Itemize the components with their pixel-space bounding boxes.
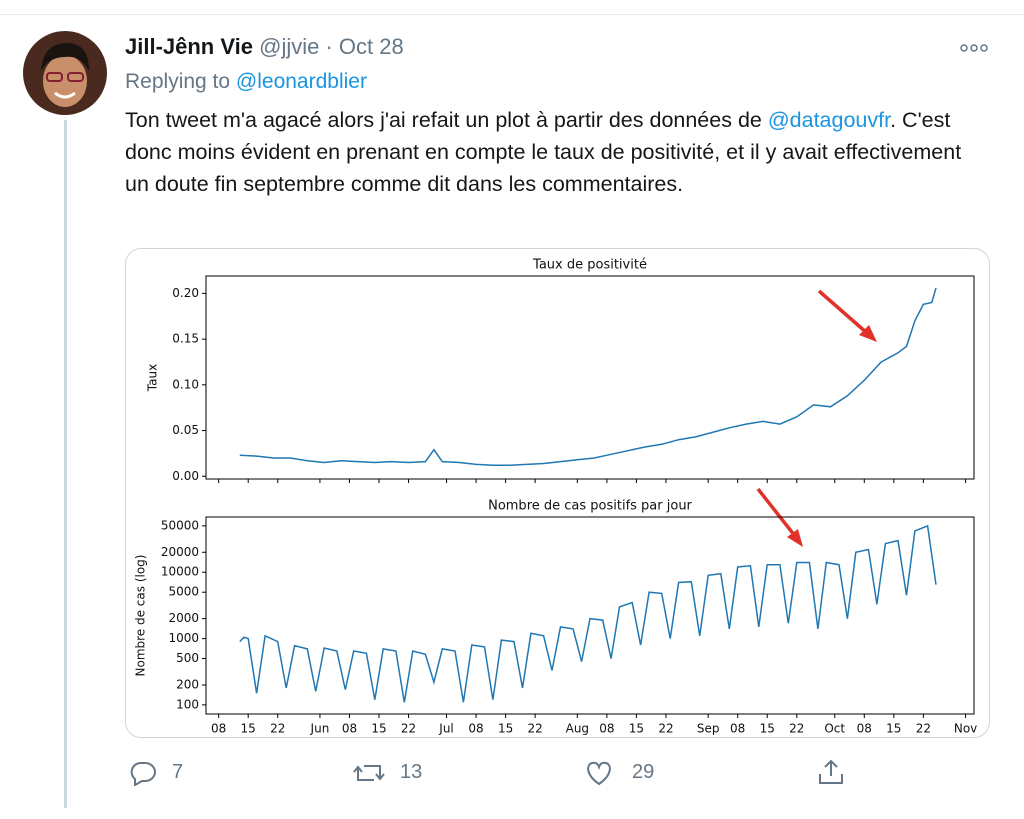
arrow bbox=[756, 487, 797, 538]
x-tick-label: 22 bbox=[270, 722, 285, 736]
more-menu[interactable] bbox=[958, 42, 990, 54]
x-tick-label: 22 bbox=[528, 722, 543, 736]
share-icon[interactable] bbox=[816, 758, 846, 786]
y-tick-label: 20000 bbox=[161, 545, 199, 559]
y-tick-label: 0.05 bbox=[172, 423, 199, 437]
y-tick-label: 50000 bbox=[161, 518, 199, 532]
chart-title: Taux de positivité bbox=[532, 258, 647, 273]
plot-frame bbox=[205, 275, 975, 480]
text: Ton tweet m'a agacé alors j'ai refait un… bbox=[125, 108, 768, 132]
avatar[interactable] bbox=[23, 31, 107, 115]
x-tick-label: 15 bbox=[498, 722, 513, 736]
x-tick-label: Jul bbox=[438, 722, 453, 736]
y-tick-label: 0.20 bbox=[172, 286, 199, 300]
media-card[interactable]: Taux de positivité Taux 0.00 0.05 0.10 0.15 0.… bbox=[125, 248, 990, 738]
date[interactable]: Oct 28 bbox=[338, 34, 404, 59]
y-tick-label: 0.00 bbox=[172, 469, 199, 483]
reply-icon[interactable] bbox=[128, 760, 158, 786]
x-tick-label: 15 bbox=[241, 722, 256, 736]
y-tick-label: 0.10 bbox=[172, 377, 199, 391]
divider bbox=[0, 14, 1024, 15]
arrow bbox=[817, 289, 869, 335]
y-tick-label: 5000 bbox=[168, 585, 199, 599]
y-axis-label: Nombre de cas (log) bbox=[134, 555, 148, 677]
y-tick-label: 1000 bbox=[168, 631, 199, 645]
y-tick-label: 500 bbox=[176, 651, 199, 665]
chart-title: Nombre de cas positifs par jour bbox=[488, 499, 692, 514]
x-tick-label: 22 bbox=[916, 722, 931, 736]
x-tick-label: Nov bbox=[954, 722, 977, 736]
x-tick-label: 15 bbox=[371, 722, 386, 736]
reply-line: Replying to @leonardblier bbox=[125, 70, 367, 94]
x-tick-label: 15 bbox=[629, 722, 644, 736]
x-tick-label: Jun bbox=[310, 722, 330, 736]
thread-line bbox=[64, 120, 67, 808]
arrow-head bbox=[787, 529, 803, 547]
chart: Taux de positivité Taux 0.00 0.05 0.10 0.15 0.… bbox=[134, 258, 978, 736]
x-tick-label: Aug bbox=[566, 722, 589, 736]
x-tick-label: 08 bbox=[468, 722, 483, 736]
handle[interactable]: @jjvie bbox=[259, 34, 320, 59]
reply-to[interactable]: @leonardblier bbox=[235, 70, 367, 93]
reply-prefix: Replying to bbox=[125, 70, 231, 93]
like-icon[interactable] bbox=[584, 760, 614, 786]
plot-frame bbox=[205, 516, 975, 715]
x-tick-label: 08 bbox=[857, 722, 872, 736]
x-tick-label: 22 bbox=[658, 722, 673, 736]
x-tick-label: 08 bbox=[211, 722, 226, 736]
like-count: 29 bbox=[632, 761, 655, 783]
data-line bbox=[239, 287, 937, 467]
x-tick-label: Sep bbox=[697, 722, 720, 736]
reply-count: 7 bbox=[172, 761, 184, 783]
author-name[interactable]: Jill-Jênn Vie bbox=[125, 34, 253, 59]
x-tick-label: 08 bbox=[342, 722, 357, 736]
y-axis-label: Taux bbox=[146, 364, 160, 392]
text: . C'est donc moins évident en prenant en… bbox=[125, 108, 962, 196]
y-tick-label: 100 bbox=[176, 697, 199, 711]
mention[interactable]: @datagouvfr bbox=[767, 108, 891, 132]
data-line bbox=[239, 524, 937, 703]
arrow-head bbox=[859, 325, 877, 342]
retweet-icon[interactable] bbox=[352, 760, 386, 786]
tweet-text: Ton tweet m'a agacé alors j'ai refait un… bbox=[125, 104, 990, 200]
author-line: Jill-Jênn Vie @jjvie · Oct 28 bbox=[125, 34, 404, 60]
x-tick-label: 15 bbox=[886, 722, 901, 736]
x-tick-label: 08 bbox=[730, 722, 745, 736]
x-tick-label: 22 bbox=[401, 722, 416, 736]
x-tick-label: 08 bbox=[599, 722, 614, 736]
x-tick-label: 15 bbox=[760, 722, 775, 736]
y-tick-label: 2000 bbox=[168, 611, 199, 625]
separator: · bbox=[325, 34, 333, 59]
x-tick-label: Oct bbox=[824, 722, 845, 736]
x-tick-label: 22 bbox=[789, 722, 804, 736]
y-tick-label: 200 bbox=[176, 677, 199, 691]
y-tick-label: 10000 bbox=[161, 565, 199, 579]
retweet-count: 13 bbox=[400, 761, 423, 783]
y-tick-label: 0.15 bbox=[172, 332, 199, 346]
